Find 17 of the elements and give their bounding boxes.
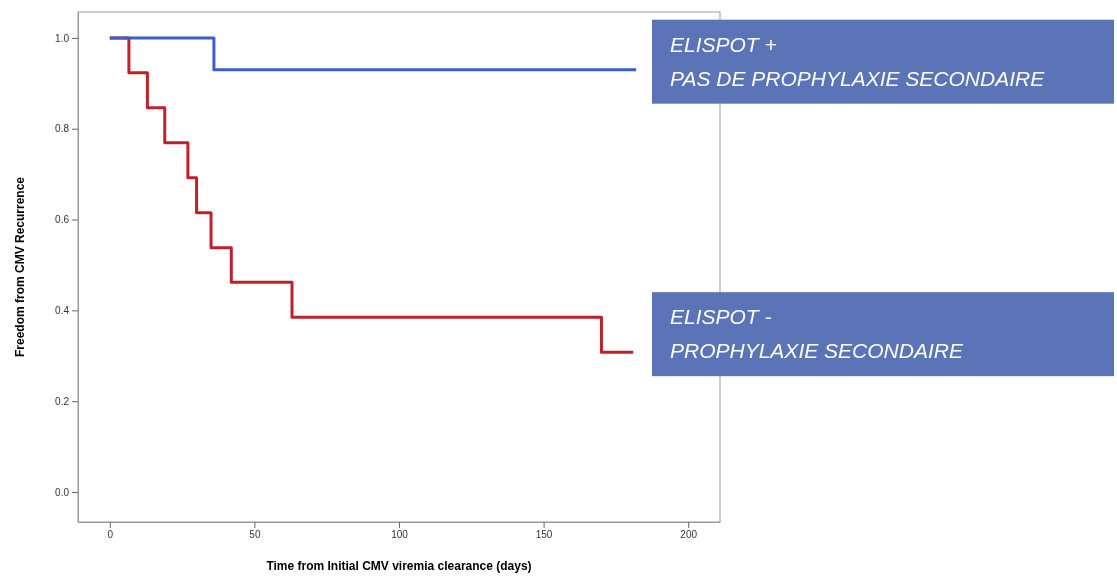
y-axis-title: Freedom from CMV Recurrence: [13, 176, 27, 358]
y-tick-label: 0.8: [55, 123, 70, 135]
x-tick-label: 200: [680, 529, 698, 541]
legend-label-box: ELISPOT + PAS DE PROPHYLAXIE SECONDAIRE: [652, 19, 1114, 104]
x-tick-label: 50: [249, 529, 261, 541]
series-label: ELISPOT + PAS DE PROPHYLAXIE SECONDAIRE: [670, 32, 1046, 90]
series-label: ELISPOT - PROPHYLAXIE SECONDAIRE: [670, 305, 964, 363]
x-tick-label: 150: [535, 529, 553, 541]
y-tick-label: 0.2: [55, 395, 70, 407]
y-tick-label: 0.4: [55, 305, 70, 317]
y-tick-label: 1.0: [55, 32, 70, 44]
x-axis-title: Time from Initial CMV viremia clearance (days): [266, 559, 532, 573]
legend-label-box: ELISPOT - PROPHYLAXIE SECONDAIRE: [652, 292, 1114, 377]
y-tick-label: 0.0: [55, 486, 70, 498]
y-tick-label: 0.6: [55, 214, 70, 226]
x-tick-label: 100: [391, 529, 409, 541]
x-tick-label: 0: [107, 529, 114, 541]
